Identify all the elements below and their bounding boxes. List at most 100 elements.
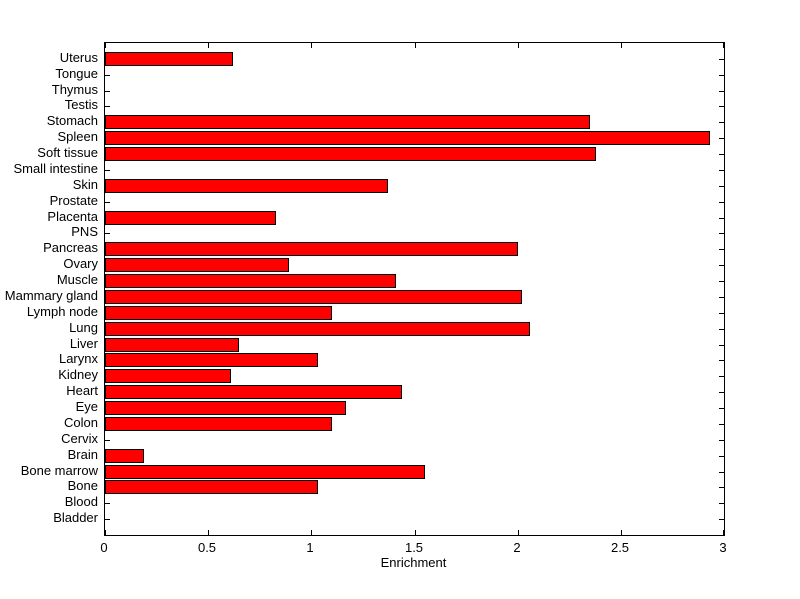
y-tick-left bbox=[105, 106, 110, 107]
y-tick-label-thymus: Thymus bbox=[51, 82, 98, 97]
bar-pancreas bbox=[105, 242, 518, 256]
y-tick-left bbox=[105, 91, 110, 92]
bar-skin bbox=[105, 179, 388, 193]
x-tick-top bbox=[415, 43, 416, 48]
x-tick-bottom bbox=[208, 530, 209, 535]
y-tick-label-uterus: Uterus bbox=[59, 50, 98, 65]
y-tick-right bbox=[719, 376, 724, 377]
x-tick-top bbox=[621, 43, 622, 48]
bar-lung bbox=[105, 322, 530, 336]
bar-stomach bbox=[105, 115, 590, 129]
y-tick-label-tongue: Tongue bbox=[55, 66, 98, 81]
bar-muscle bbox=[105, 274, 396, 288]
y-tick-left bbox=[105, 202, 110, 203]
y-tick-label-ovary: Ovary bbox=[63, 256, 98, 271]
y-tick-label-spleen: Spleen bbox=[57, 129, 98, 144]
x-tick-bottom bbox=[311, 530, 312, 535]
y-tick-label-bone: Bone bbox=[67, 478, 98, 493]
y-tick-right bbox=[719, 202, 724, 203]
y-tick-right bbox=[719, 281, 724, 282]
y-tick-right bbox=[719, 233, 724, 234]
y-tick-left bbox=[105, 503, 110, 504]
y-tick-label-testis: Testis bbox=[64, 97, 98, 112]
y-tick-label-small-intestine: Small intestine bbox=[13, 161, 98, 176]
bar-heart bbox=[105, 385, 402, 399]
y-tick-right bbox=[719, 218, 724, 219]
y-tick-label-lung: Lung bbox=[69, 320, 98, 335]
y-tick-label-lymph-node: Lymph node bbox=[26, 304, 98, 319]
y-tick-label-bladder: Bladder bbox=[53, 510, 98, 525]
y-tick-right bbox=[719, 313, 724, 314]
y-tick-label-colon: Colon bbox=[64, 415, 98, 430]
y-tick-right bbox=[719, 297, 724, 298]
y-tick-right bbox=[719, 487, 724, 488]
y-tick-label-cervix: Cervix bbox=[61, 431, 98, 446]
x-tick-bottom bbox=[621, 530, 622, 535]
y-tick-right bbox=[719, 329, 724, 330]
x-tick-top bbox=[311, 43, 312, 48]
bar-bone-marrow bbox=[105, 465, 425, 479]
y-tick-right bbox=[719, 424, 724, 425]
bar-eye bbox=[105, 401, 346, 415]
bar-placenta bbox=[105, 211, 276, 225]
y-tick-right bbox=[719, 91, 724, 92]
bar-larynx bbox=[105, 353, 318, 367]
x-tick-top bbox=[518, 43, 519, 48]
y-tick-label-soft-tissue: Soft tissue bbox=[37, 145, 98, 160]
y-tick-label-muscle: Muscle bbox=[56, 272, 98, 287]
x-tick-label-2: 2 bbox=[513, 540, 521, 555]
bar-liver bbox=[105, 338, 239, 352]
y-tick-right bbox=[719, 503, 724, 504]
y-tick-right bbox=[719, 186, 724, 187]
y-tick-right bbox=[719, 345, 724, 346]
bar-uterus bbox=[105, 52, 233, 66]
x-tick-bottom bbox=[723, 530, 724, 535]
y-tick-right bbox=[719, 59, 724, 60]
y-tick-label-placenta: Placenta bbox=[47, 209, 98, 224]
y-tick-label-heart: Heart bbox=[66, 383, 98, 398]
y-tick-right bbox=[719, 122, 724, 123]
y-tick-left bbox=[105, 170, 110, 171]
bar-kidney bbox=[105, 369, 231, 383]
y-tick-right bbox=[719, 75, 724, 76]
y-tick-right bbox=[719, 154, 724, 155]
y-tick-right bbox=[719, 392, 724, 393]
y-tick-label-larynx: Larynx bbox=[58, 351, 98, 366]
y-tick-label-bone-marrow: Bone marrow bbox=[20, 463, 98, 478]
y-tick-label-stomach: Stomach bbox=[46, 113, 98, 128]
x-tick-label-1-5: 1.5 bbox=[404, 540, 424, 555]
y-tick-label-eye: Eye bbox=[75, 399, 98, 414]
y-tick-right bbox=[719, 249, 724, 250]
bar-soft-tissue bbox=[105, 147, 596, 161]
bar-brain bbox=[105, 449, 144, 463]
bar-mammary-gland bbox=[105, 290, 522, 304]
x-tick-label-0: 0 bbox=[100, 540, 108, 555]
y-tick-label-mammary-gland: Mammary gland bbox=[4, 288, 98, 303]
bar-spleen bbox=[105, 131, 710, 145]
x-tick-bottom bbox=[415, 530, 416, 535]
y-tick-right bbox=[719, 360, 724, 361]
y-tick-right bbox=[719, 408, 724, 409]
y-tick-right bbox=[719, 519, 724, 520]
y-tick-label-blood: Blood bbox=[64, 494, 98, 509]
y-tick-right bbox=[719, 456, 724, 457]
y-tick-label-pns: PNS bbox=[71, 224, 98, 239]
y-tick-left bbox=[105, 75, 110, 76]
x-tick-top bbox=[105, 43, 106, 48]
y-tick-left bbox=[105, 519, 110, 520]
x-axis-title: Enrichment bbox=[380, 555, 447, 570]
y-tick-label-liver: Liver bbox=[69, 336, 98, 351]
y-tick-label-pancreas: Pancreas bbox=[43, 240, 98, 255]
bar-colon bbox=[105, 417, 332, 431]
bar-lymph-node bbox=[105, 306, 332, 320]
y-tick-right bbox=[719, 106, 724, 107]
x-tick-label-2-5: 2.5 bbox=[610, 540, 630, 555]
plot-area bbox=[104, 42, 725, 536]
y-tick-right bbox=[719, 138, 724, 139]
y-tick-label-skin: Skin bbox=[72, 177, 98, 192]
y-tick-left bbox=[105, 233, 110, 234]
y-tick-right bbox=[719, 265, 724, 266]
y-tick-label-prostate: Prostate bbox=[49, 193, 98, 208]
y-tick-right bbox=[719, 440, 724, 441]
x-tick-bottom bbox=[105, 530, 106, 535]
